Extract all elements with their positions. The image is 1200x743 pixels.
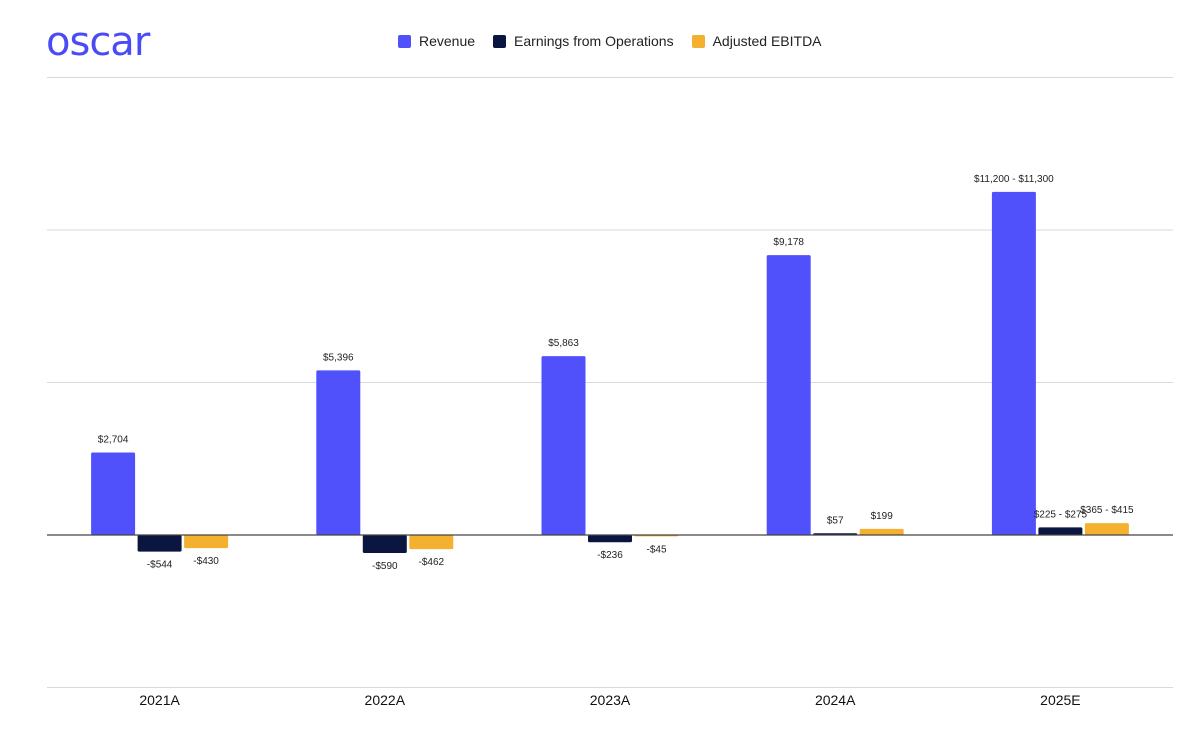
- chart-legend: Revenue Earnings from Operations Adjuste…: [398, 33, 822, 49]
- data-label: $9,178: [773, 237, 804, 248]
- data-label: $11,200 - $11,300: [974, 174, 1054, 185]
- data-label: -$544: [147, 560, 173, 571]
- bar-earnings-from-operations-2025e: [1038, 527, 1083, 535]
- legend-swatch-earnings: [493, 34, 507, 48]
- data-label: $57: [827, 515, 844, 526]
- data-label: -$430: [193, 556, 219, 567]
- data-label: $5,863: [548, 338, 579, 349]
- legend-item-earnings: Earnings from Operations: [493, 33, 674, 49]
- bar-earnings-from-operations-2021a: [137, 535, 182, 552]
- legend-label-ebitda: Adjusted EBITDA: [712, 33, 822, 49]
- bar-earnings-from-operations-2022a: [362, 535, 407, 553]
- bar-revenue-2022a: [316, 370, 361, 535]
- legend-swatch-ebitda: [691, 34, 705, 48]
- bar-revenue-2025e: [991, 191, 1036, 535]
- data-label: $365 - $415: [1080, 505, 1134, 516]
- legend-swatch-revenue: [398, 34, 411, 48]
- bar-adjusted-ebitda-2021a: [184, 535, 229, 549]
- data-label: $2,704: [98, 435, 129, 446]
- legend-label-revenue: Revenue: [419, 33, 476, 49]
- x-tick-label: 2025E: [1040, 692, 1080, 708]
- bar-adjusted-ebitda-2024a: [859, 528, 904, 535]
- data-label: -$462: [419, 557, 445, 568]
- bar-earnings-from-operations-2023a: [588, 535, 632, 543]
- x-tick-label: 2024A: [815, 692, 856, 708]
- data-label: $225 - $275: [1034, 509, 1088, 520]
- bar-adjusted-ebitda-2025e: [1084, 523, 1129, 535]
- bar-revenue-2024a: [766, 255, 811, 536]
- bar-adjusted-ebitda-2022a: [409, 535, 454, 550]
- data-label: -$45: [646, 544, 666, 555]
- oscar-logo: oscar: [46, 19, 150, 65]
- data-label: $5,396: [323, 352, 354, 363]
- bar-revenue-2023a: [541, 356, 586, 535]
- legend-item-revenue: Revenue: [398, 33, 475, 49]
- x-tick-label: 2021A: [139, 692, 180, 708]
- x-tick-label: 2023A: [590, 692, 631, 708]
- data-label: -$590: [372, 561, 398, 572]
- data-label: -$236: [597, 550, 623, 561]
- x-tick-label: 2022A: [365, 692, 406, 708]
- legend-item-ebitda: Adjusted EBITDA: [691, 33, 822, 49]
- legend-label-earnings: Earnings from Operations: [514, 33, 674, 49]
- data-label: $199: [871, 511, 894, 522]
- bar-revenue-2021a: [91, 452, 136, 535]
